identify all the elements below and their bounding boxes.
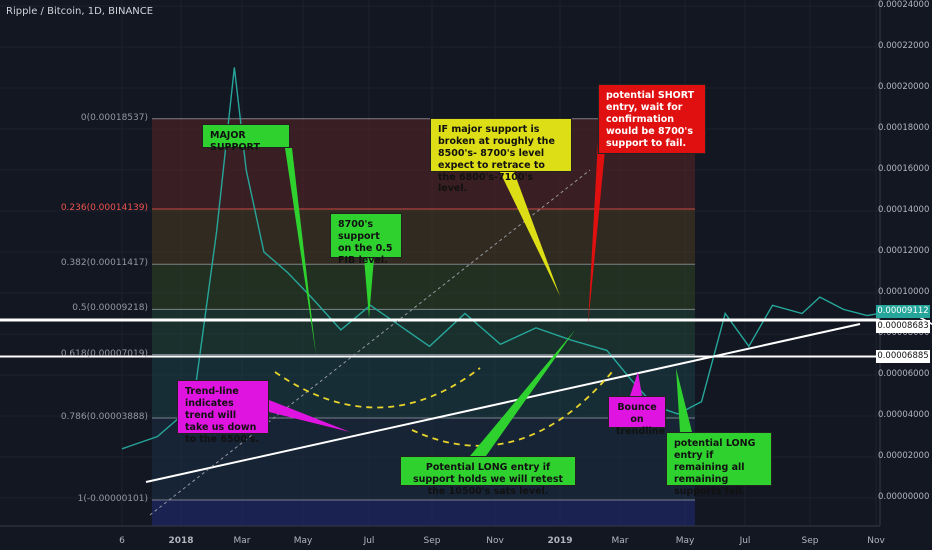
x-tick-5: Sep: [423, 536, 441, 546]
pointer-trendline: [269, 400, 350, 432]
y-tick-10: 0.00004000: [878, 410, 930, 420]
fib-band-bottom: [152, 500, 695, 526]
x-tick-2: Mar: [233, 536, 251, 546]
x-tick-3: May: [293, 536, 313, 546]
y-tick-0: 0.00024000: [878, 0, 930, 10]
pointer-fib-support: [364, 258, 374, 318]
x-tick-6: Nov: [486, 536, 504, 546]
x-tick-10: Jul: [739, 536, 751, 546]
y-tick-8: 0.00008000: [878, 328, 930, 338]
y-tick-1: 0.00022000: [878, 41, 930, 51]
y-tick-3: 0.00018000: [878, 123, 930, 133]
y-tick-12: 0.00000000: [878, 492, 930, 502]
fib-label-5: 0.786(0.00003888): [60, 412, 148, 423]
overlays: [0, 140, 880, 516]
pointer-bounce: [630, 372, 642, 396]
fib-label-0: 0(0.00018537): [80, 112, 148, 123]
pointer-short-entry: [588, 140, 606, 325]
note-major-broken: IF major support is broken at roughly th…: [430, 118, 572, 194]
y-tick-4: 0.00016000: [878, 164, 930, 174]
pointer-long-entry-remaining: [676, 368, 692, 432]
dashed-arrow-left: [274, 367, 481, 409]
pointer-long-entry-support: [470, 330, 575, 456]
price-series: [121, 67, 932, 450]
y-tick-2: 0.00020000: [878, 82, 930, 92]
note-long-entry-support: Potential LONG entry if support holds we…: [400, 456, 576, 497]
fib-label-6: 1(-0.00000101): [77, 494, 148, 505]
y-tick-7: 0.00010000: [878, 287, 930, 297]
note-trendline: Trend-line indicates trend will take us …: [177, 380, 269, 445]
fib-band-2: [152, 264, 695, 310]
fib-band-1: [152, 208, 695, 265]
note-long-entry-remaining: potential LONG entry if remaining all re…: [666, 432, 772, 497]
price-badge-0: 0.00009112: [876, 305, 930, 318]
fib-label-1: 0.236(0.00014139): [60, 202, 148, 213]
fib-label-4: 0.618(0.00007019): [60, 348, 148, 359]
x-tick-9: May: [675, 536, 695, 546]
price-badge-2: 0.00006885: [876, 350, 930, 363]
fib-bands: [152, 118, 695, 526]
y-tick-9: 0.00006000: [878, 369, 930, 379]
x-tick-0: 6: [119, 536, 125, 546]
y-tick-6: 0.00012000: [878, 246, 930, 256]
x-tick-4: Jul: [363, 536, 375, 546]
x-tick-8: Mar: [611, 536, 629, 546]
note-major-support: MAJOR SUPPORT: [202, 124, 290, 153]
trendline: [145, 323, 861, 483]
note-short-entry: potential SHORT entry, wait for confirma…: [598, 84, 706, 154]
note-bounce: Bounce on trendline: [608, 396, 666, 437]
x-tick-12: Nov: [867, 536, 885, 546]
dashed-arrow-right: [411, 371, 613, 447]
fib-band-3: [152, 309, 695, 355]
x-tick-1: 2018: [168, 536, 194, 546]
y-tick-5: 0.00014000: [878, 205, 930, 215]
chart-title: Ripple / Bitcoin, 1D, BINANCE: [6, 6, 154, 17]
fib-label-2: 0.382(0.00011417): [60, 258, 148, 269]
pointer-major-broken: [500, 172, 560, 296]
price-line: [121, 67, 909, 450]
y-tick-11: 0.00002000: [878, 451, 930, 461]
note-fib-support: 8700's support on the 0.5 FIB level.: [330, 213, 402, 266]
x-tick-7: 2019: [547, 536, 573, 546]
pointer-major-support: [285, 148, 316, 355]
fib-label-3: 0.5(0.00009218): [72, 303, 148, 314]
x-tick-11: Sep: [801, 536, 819, 546]
price-badge-1: 0.00008683: [876, 320, 930, 333]
